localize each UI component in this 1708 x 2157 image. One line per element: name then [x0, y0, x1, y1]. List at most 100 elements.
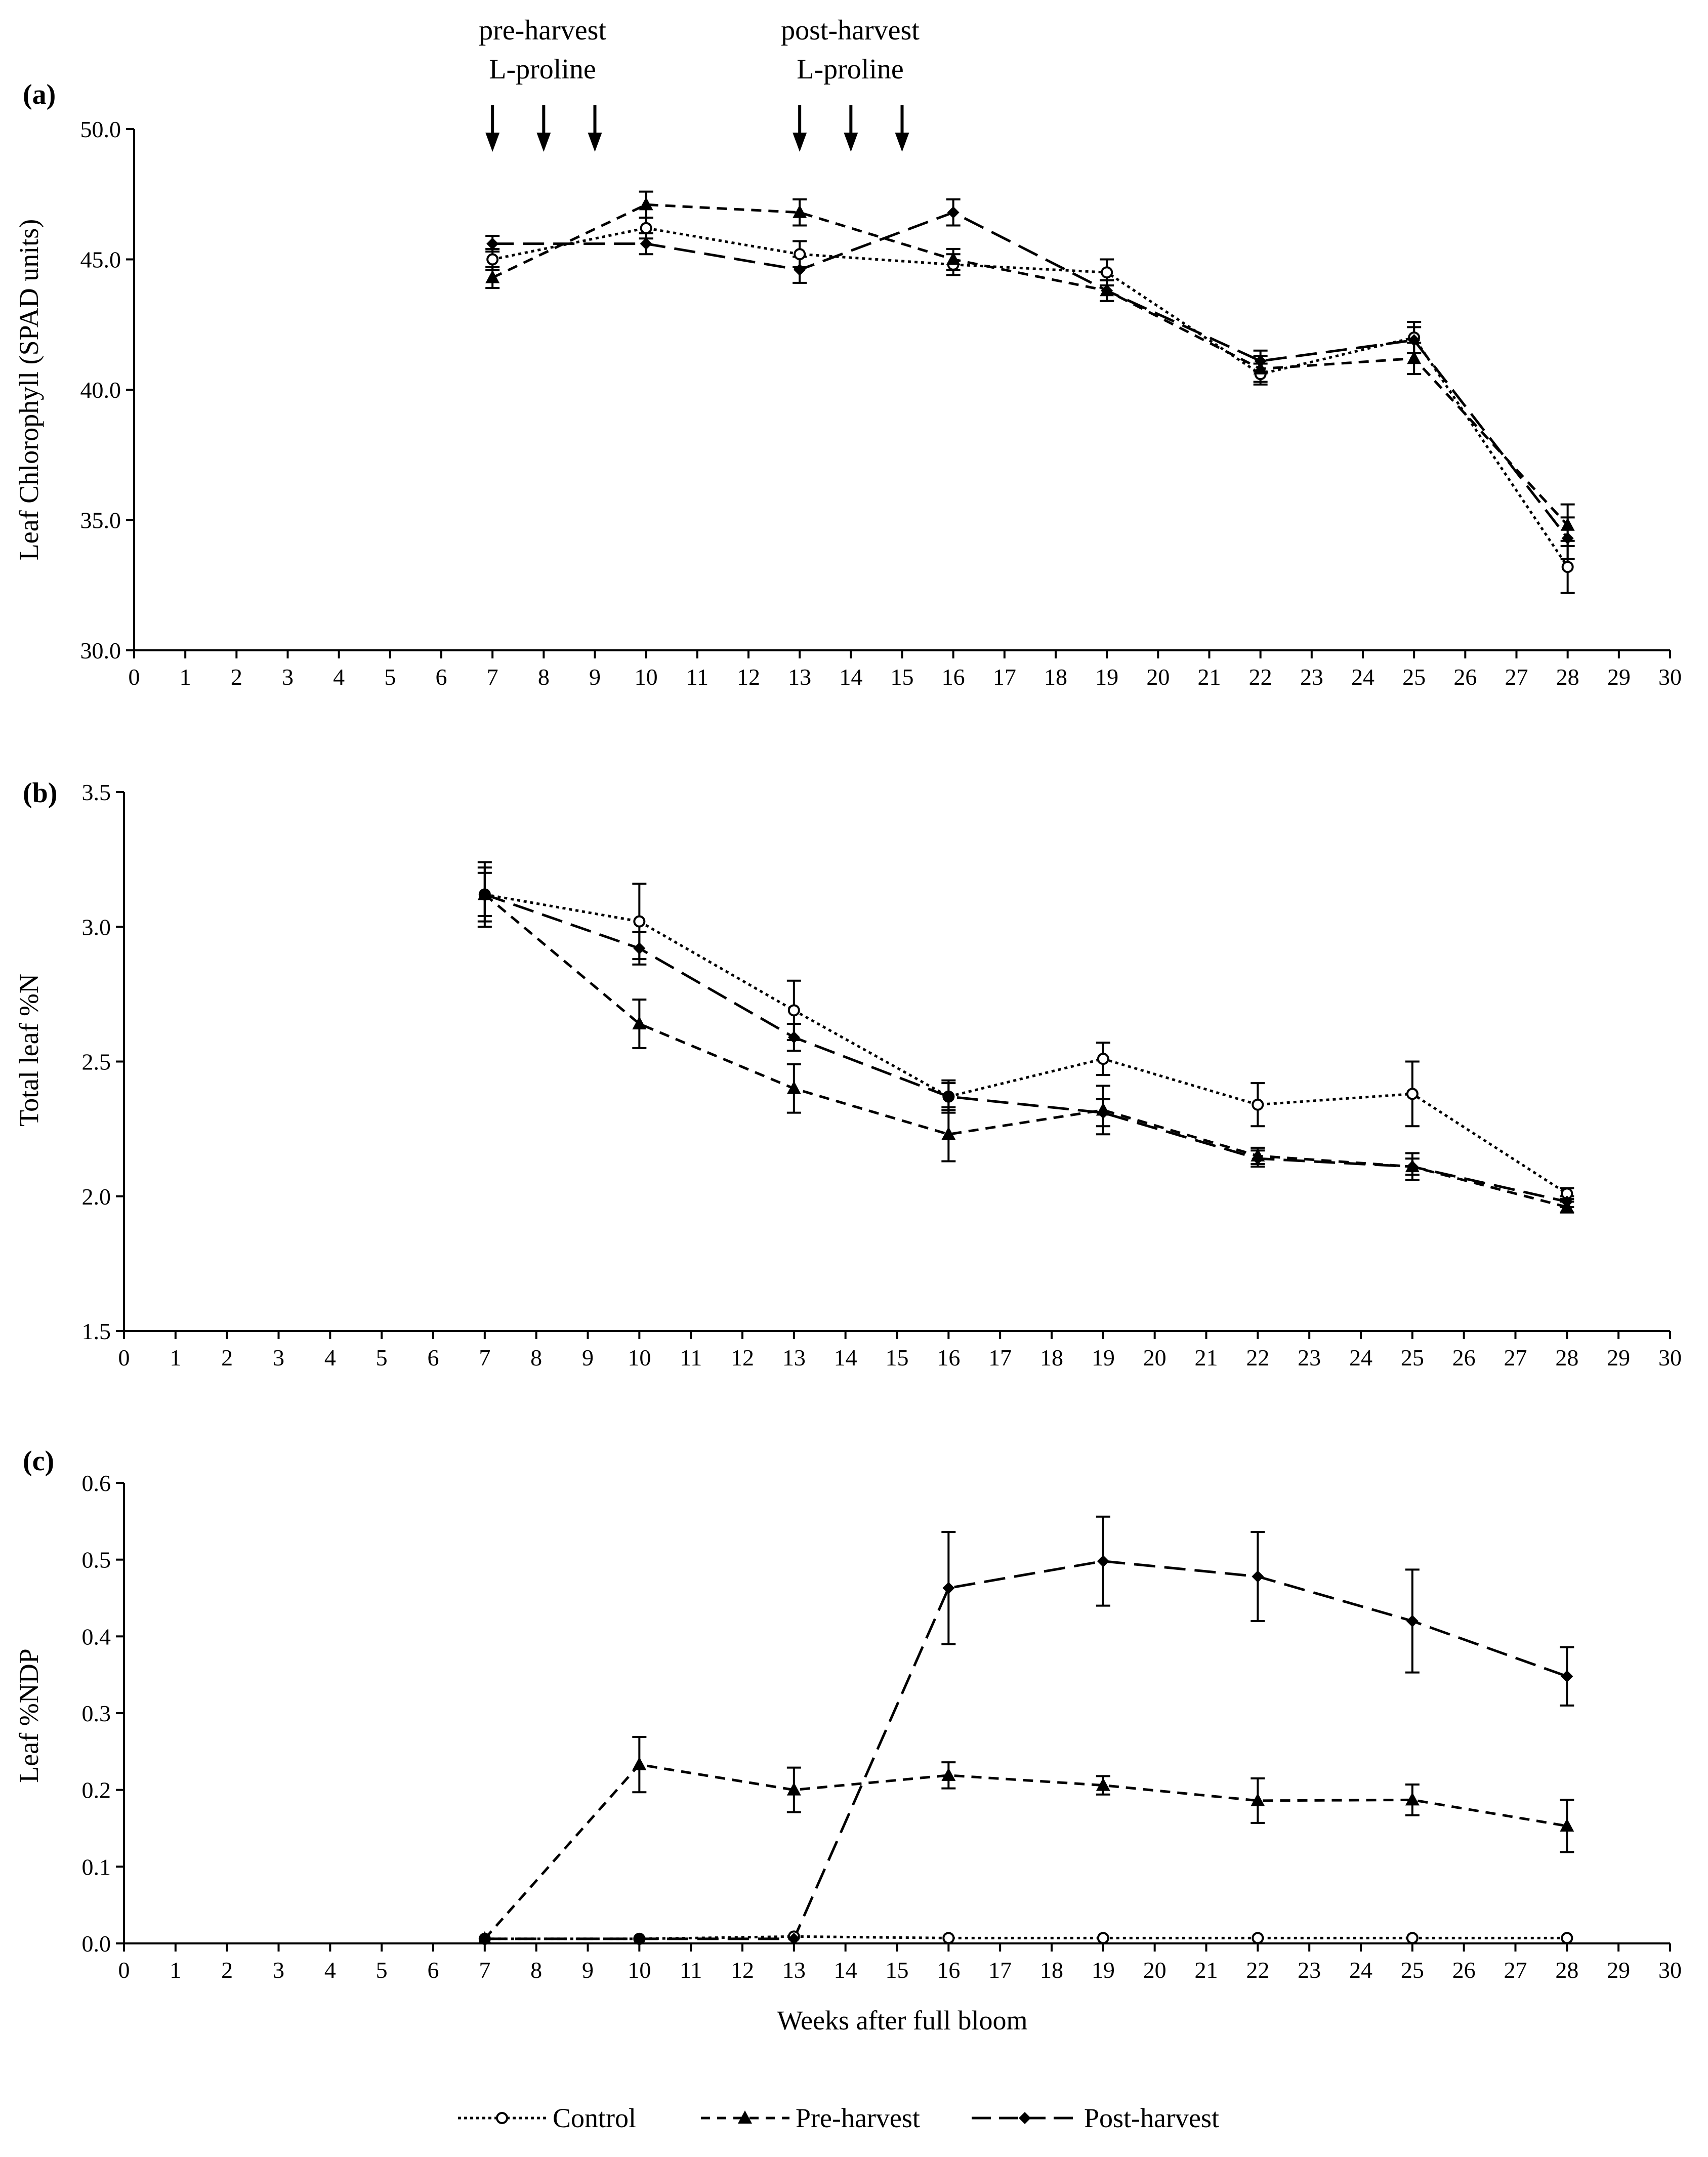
panel-c-xtick-label: 19 [1092, 1957, 1115, 1983]
treatment-arrows [485, 105, 909, 152]
panel-a-series-post-harvest-line [492, 211, 1569, 540]
panel-c-xtick-label: 17 [988, 1957, 1012, 1983]
panel-a-xtick-label: 30 [1658, 664, 1682, 690]
panel-a-ytick-label: 45.0 [80, 247, 121, 273]
panel-b-xtick-label: 30 [1658, 1345, 1682, 1371]
panel-c-series-pre-harvest-point [1560, 1818, 1574, 1832]
panel-a-series-pre-harvest-point [485, 270, 500, 283]
panel-a-series-pre-harvest-point [1253, 361, 1268, 375]
panel-c-xtick-label: 15 [886, 1957, 909, 1983]
legend: Control Pre-harvest Post-harvest [458, 2103, 1219, 2133]
panel-c-xtick-label: 5 [376, 1957, 388, 1983]
panel-a-xtick-label: 4 [333, 664, 345, 690]
legend-pre-harvest-label: Pre-harvest [796, 2103, 920, 2133]
panel-b-series-post-harvest-line [484, 893, 1567, 1203]
panel-b-label: (b) [23, 777, 57, 809]
panel-a-series-control-point [486, 253, 499, 266]
legend-post-harvest-label: Post-harvest [1084, 2103, 1219, 2133]
legend-post-harvest-marker [1019, 2112, 1031, 2124]
panel-b-series-post-harvest-point [1097, 1106, 1109, 1119]
panel-a-series-post-harvest-point [486, 237, 499, 250]
treatment-arrow-head [536, 133, 551, 152]
panel-b-xtick-label: 25 [1401, 1345, 1424, 1371]
panel-a-ytick-label: 35.0 [80, 508, 121, 533]
panel-a-label: (a) [23, 79, 56, 110]
panel-a-xtick-label: 27 [1505, 664, 1528, 690]
panel-c-xtick-label: 6 [428, 1957, 439, 1983]
panel-b-series-post-harvest-point [1252, 1152, 1264, 1165]
panel-b-xtick-label: 19 [1092, 1345, 1115, 1371]
panel-b-xtick-label: 16 [937, 1345, 960, 1371]
panel-c-series-post-harvest-point [478, 1932, 491, 1945]
panel-a-series-pre-harvest-line [492, 203, 1569, 526]
panel-a-xtick-label: 26 [1453, 664, 1477, 690]
panel-a-xtick-label: 16 [942, 664, 965, 690]
panel-b-xtick-label: 9 [582, 1345, 594, 1371]
treatment-arrow-head [588, 133, 602, 152]
panel-b-xtick-label: 12 [731, 1345, 754, 1371]
panel-b-xtick-label: 22 [1246, 1345, 1269, 1371]
panel-b-xtick-label: 28 [1555, 1345, 1578, 1371]
panel-c-series-post-harvest-line [484, 1560, 1568, 1940]
treatment-arrow-head [793, 133, 807, 152]
panel-c-plot: 0.00.10.20.30.40.50.60 1 2 3 4 5 6 7 8 9 10 11 12 13 1… [82, 1470, 1682, 1983]
panel-b-series-control-point [787, 1004, 800, 1017]
panel-c-ytick-label: 0.5 [82, 1547, 111, 1573]
panel-c-ytick-label: 0.3 [82, 1700, 111, 1726]
panel-b-xtick-label: 11 [680, 1345, 702, 1371]
panel-b-ylabel: Total leaf %N [14, 974, 44, 1127]
panel-c-xtick-label: 25 [1401, 1957, 1424, 1983]
panel-c-xtick-label: 18 [1040, 1957, 1063, 1983]
panel-a-series-post-harvest-point [794, 264, 806, 276]
panel-b-series-post-harvest-point [787, 1031, 800, 1044]
panel-b-xtick-label: 6 [428, 1345, 439, 1371]
panel-b-series-pre-harvest-line [484, 893, 1567, 1209]
legend-control-label: Control [553, 2103, 636, 2133]
panel-a-series-post-harvest-point [1561, 532, 1574, 545]
panel-a-xtick-label: 28 [1556, 664, 1579, 690]
panel-b-xtick-label: 21 [1195, 1345, 1218, 1371]
panel-a-xtick-label: 15 [891, 664, 914, 690]
panel-c-series-pre-harvest-line [483, 1763, 1567, 1940]
panel-c-series-pre-harvest-point [1096, 1777, 1110, 1791]
panel-c-xtick-label: 1 [170, 1957, 181, 1983]
panel-b-ytick-label: 3.0 [82, 914, 111, 940]
panel-a-series-pre-harvest-point [1407, 351, 1422, 364]
treatment-arrow-head [485, 133, 500, 152]
panel-b-series-control-point [1252, 1098, 1264, 1111]
panel-b-plot: 1.52.02.53.03.50 1 2 3 4 5 6 7 8 9 10 11 12 13 14 15 16 1… [82, 779, 1682, 1371]
panel-c-xtick-label: 11 [680, 1957, 702, 1983]
panel-c-xtick-label: 8 [530, 1957, 542, 1983]
panel-c-series-post-harvest-point [787, 1932, 800, 1945]
panel-a-xtick-label: 1 [180, 664, 191, 690]
panel-b-xtick-label: 13 [782, 1345, 806, 1371]
panel-c-xtick-label: 20 [1143, 1957, 1167, 1983]
panel-a-xtick-label: 2 [231, 664, 242, 690]
panel-a-xtick-label: 19 [1095, 664, 1118, 690]
panel-c-xtick-label: 0 [118, 1957, 130, 1983]
panel-c-ytick-label: 0.6 [82, 1470, 111, 1496]
panel-b-ytick-label: 1.5 [82, 1318, 111, 1344]
panel-a-xtick-label: 17 [993, 664, 1016, 690]
panel-b-xtick-label: 24 [1349, 1345, 1372, 1371]
panel-a-xtick-label: 22 [1249, 664, 1272, 690]
panel-a-xtick-label: 5 [384, 664, 396, 690]
panel-b-series-control-point [633, 915, 646, 928]
panel-c-label: (c) [23, 1445, 54, 1477]
panel-b-series-post-harvest-point [478, 888, 491, 901]
annotation-pre-harvest-line2: L-proline [489, 54, 596, 85]
treatment-arrow-head [895, 133, 909, 152]
panel-a-xtick-label: 7 [487, 664, 498, 690]
panel-a-series-post-harvest-point [947, 206, 960, 219]
panel-c-series-control-point [1097, 1932, 1109, 1944]
panel-b-ytick-label: 2.5 [82, 1049, 111, 1075]
panel-c-xtick-label: 12 [731, 1957, 754, 1983]
panel-a-series-post-harvest-point [1101, 284, 1113, 297]
panel-a-series-control-line [492, 227, 1569, 568]
panel-a-series-post-harvest-point [640, 237, 652, 250]
panel-b-xtick-label: 26 [1452, 1345, 1476, 1371]
panel-b-xtick-label: 4 [324, 1345, 336, 1371]
x-axis-title: Weeks after full bloom [777, 2005, 1028, 2036]
panel-a-xtick-label: 21 [1198, 664, 1221, 690]
